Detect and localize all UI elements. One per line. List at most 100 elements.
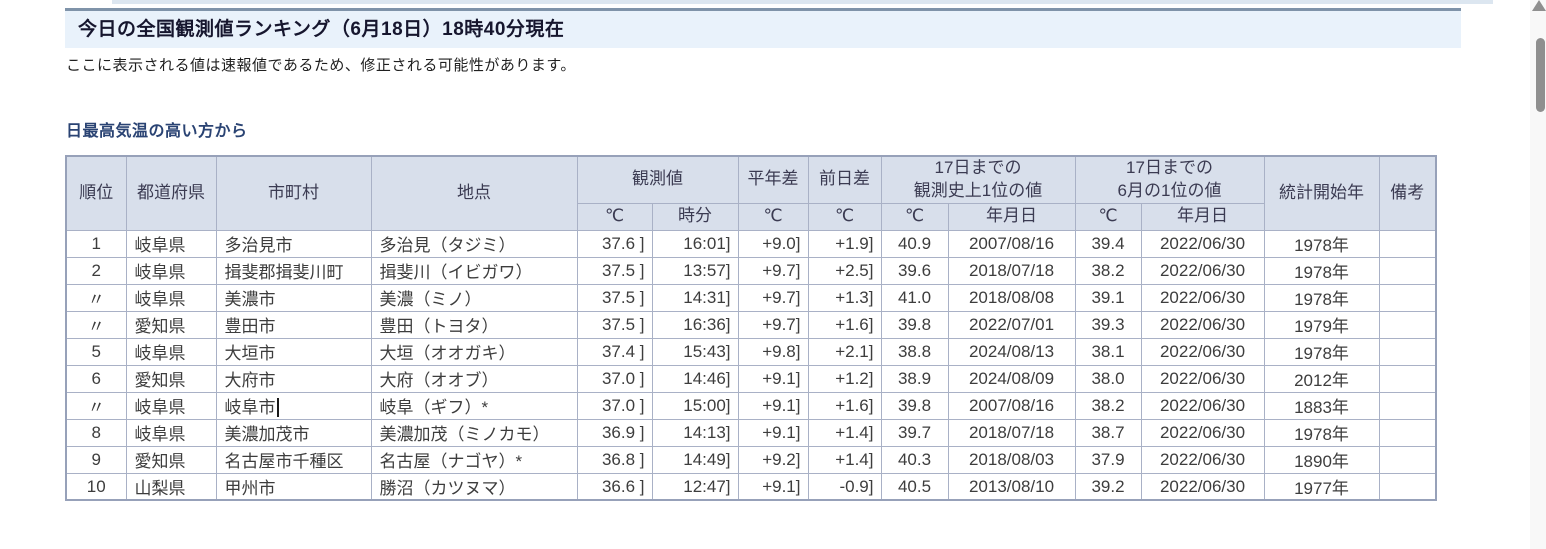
cell-prefecture: 愛知県 bbox=[125, 445, 217, 474]
cell-municipality: 岐阜市 bbox=[215, 391, 372, 420]
cell-rank: 〃 bbox=[65, 391, 127, 420]
cell-remarks bbox=[1378, 256, 1437, 285]
cell-rank: 8 bbox=[65, 418, 127, 447]
cell-stats-start: 1978年 bbox=[1263, 283, 1380, 312]
cell-temp: 36.6 ] bbox=[576, 472, 653, 501]
cell-prefecture: 岐阜県 bbox=[125, 337, 217, 366]
cell-temp: 37.5 ] bbox=[576, 310, 653, 339]
cell-june-date: 2022/06/30 bbox=[1140, 418, 1265, 447]
cell-june-temp: 38.0 bbox=[1074, 364, 1142, 393]
ranking-table: 順位 都道府県 市町村 地点 観測値 平年差 前日差 17日までの 観測史上1位の… bbox=[65, 155, 1438, 502]
cell-june-temp: 39.1 bbox=[1074, 283, 1142, 312]
section-heading: 日最高気温の高い方から bbox=[66, 123, 248, 140]
unit-record-date: 年月日 bbox=[947, 202, 1076, 231]
table-row: 〃 岐阜県 岐阜市 岐阜（ギフ）* 37.0 ] 15:00] +9.1] +1… bbox=[65, 391, 1437, 420]
page-title: 今日の全国観測値ランキング（6月18日）18時40分現在 bbox=[65, 8, 1461, 48]
cell-prefecture: 岐阜県 bbox=[125, 391, 217, 420]
cell-june-temp: 38.7 bbox=[1074, 418, 1142, 447]
header-observed: 観測値 bbox=[576, 155, 739, 204]
cell-station: 豊田（トヨタ） bbox=[370, 310, 578, 339]
cell-record-date: 2007/08/16 bbox=[947, 391, 1076, 420]
cell-normal-diff: +9.1] bbox=[737, 418, 809, 447]
top-partial-strip bbox=[112, 0, 1493, 4]
cell-record-temp: 40.9 bbox=[880, 229, 949, 258]
table-row: 1 岐阜県 多治見市 多治見（タジミ） 37.6 ] 16:01] +9.0] … bbox=[65, 229, 1437, 258]
cell-stats-start: 1978年 bbox=[1263, 256, 1380, 285]
cell-time: 14:13] bbox=[651, 418, 739, 447]
cell-june-date: 2022/06/30 bbox=[1140, 256, 1265, 285]
cell-normal-diff: +9.0] bbox=[737, 229, 809, 258]
cell-remarks bbox=[1378, 229, 1437, 258]
cell-record-date: 2018/08/08 bbox=[947, 283, 1076, 312]
cell-time: 14:49] bbox=[651, 445, 739, 474]
cell-june-date: 2022/06/30 bbox=[1140, 337, 1265, 366]
vertical-scrollbar[interactable] bbox=[1530, 0, 1546, 549]
cell-prev-diff: +1.4] bbox=[807, 418, 882, 447]
header-normal-diff: 平年差 bbox=[737, 155, 809, 204]
cell-stats-start: 2012年 bbox=[1263, 364, 1380, 393]
cell-record-temp: 40.3 bbox=[880, 445, 949, 474]
header-june-value: 17日までの 6月の1位の値 bbox=[1074, 155, 1265, 204]
cell-remarks bbox=[1378, 283, 1437, 312]
cell-stats-start: 1978年 bbox=[1263, 337, 1380, 366]
table-body: 1 岐阜県 多治見市 多治見（タジミ） 37.6 ] 16:01] +9.0] … bbox=[65, 229, 1437, 501]
cell-prefecture: 岐阜県 bbox=[125, 229, 217, 258]
text-caret bbox=[276, 397, 279, 417]
cell-time: 15:00] bbox=[651, 391, 739, 420]
cell-normal-diff: +9.1] bbox=[737, 472, 809, 501]
cell-june-temp: 39.3 bbox=[1074, 310, 1142, 339]
cell-station: 大垣（オオガキ） bbox=[370, 337, 578, 366]
cell-municipality: 大府市 bbox=[215, 364, 372, 393]
cell-record-date: 2018/07/18 bbox=[947, 256, 1076, 285]
header-june-line2: 6月の1位の値 bbox=[1117, 180, 1222, 200]
unit-normal-temp: ℃ bbox=[737, 202, 809, 231]
cell-record-date: 2024/08/13 bbox=[947, 337, 1076, 366]
cell-prev-diff: -0.9] bbox=[807, 472, 882, 501]
cell-remarks bbox=[1378, 364, 1437, 393]
header-record-value: 17日までの 観測史上1位の値 bbox=[880, 155, 1076, 204]
cell-prev-diff: +1.6] bbox=[807, 391, 882, 420]
cell-june-date: 2022/06/30 bbox=[1140, 445, 1265, 474]
header-record-line1: 17日までの bbox=[934, 158, 1022, 177]
cell-normal-diff: +9.1] bbox=[737, 364, 809, 393]
table-header: 順位 都道府県 市町村 地点 観測値 平年差 前日差 17日までの 観測史上1位の… bbox=[65, 155, 1437, 231]
cell-stats-start: 1978年 bbox=[1263, 418, 1380, 447]
cell-station: 大府（オオブ） bbox=[370, 364, 578, 393]
cell-temp: 37.5 ] bbox=[576, 283, 653, 312]
header-remarks: 備考 bbox=[1378, 155, 1437, 231]
cell-stats-start: 1978年 bbox=[1263, 229, 1380, 258]
cell-rank: 〃 bbox=[65, 310, 127, 339]
cell-time: 12:47] bbox=[651, 472, 739, 501]
scrollbar-thumb[interactable] bbox=[1536, 38, 1545, 112]
header-prev-day-diff: 前日差 bbox=[807, 155, 882, 204]
cell-temp: 37.6 ] bbox=[576, 229, 653, 258]
cell-municipality: 名古屋市千種区 bbox=[215, 445, 372, 474]
table-row: 8 岐阜県 美濃加茂市 美濃加茂（ミノカモ） 36.9 ] 14:13] +9.… bbox=[65, 418, 1437, 447]
cell-prefecture: 愛知県 bbox=[125, 310, 217, 339]
cell-june-temp: 38.1 bbox=[1074, 337, 1142, 366]
preliminary-notice: ここに表示される値は速報値であるため、修正される可能性があります。 bbox=[66, 57, 576, 74]
cell-station: 美濃加茂（ミノカモ） bbox=[370, 418, 578, 447]
cell-temp: 37.0 ] bbox=[576, 391, 653, 420]
cell-rank: 10 bbox=[65, 472, 127, 501]
cell-prefecture: 山梨県 bbox=[125, 472, 217, 501]
unit-prev-temp: ℃ bbox=[807, 202, 882, 231]
cell-record-date: 2007/08/16 bbox=[947, 229, 1076, 258]
cell-station: 岐阜（ギフ）* bbox=[370, 391, 578, 420]
scrollbar-up-arrow-icon[interactable] bbox=[1532, 0, 1546, 11]
cell-prev-diff: +2.5] bbox=[807, 256, 882, 285]
cell-june-temp: 38.2 bbox=[1074, 391, 1142, 420]
unit-june-temp: ℃ bbox=[1074, 202, 1142, 231]
cell-municipality: 豊田市 bbox=[215, 310, 372, 339]
cell-june-date: 2022/06/30 bbox=[1140, 472, 1265, 501]
table-row: 2 岐阜県 揖斐郡揖斐川町 揖斐川（イビガワ） 37.5 ] 13:57] +9… bbox=[65, 256, 1437, 285]
cell-temp: 37.0 ] bbox=[576, 364, 653, 393]
cell-municipality: 多治見市 bbox=[215, 229, 372, 258]
cell-temp: 36.8 ] bbox=[576, 445, 653, 474]
cell-time: 13:57] bbox=[651, 256, 739, 285]
header-stats-start: 統計開始年 bbox=[1263, 155, 1380, 231]
cell-rank: 2 bbox=[65, 256, 127, 285]
cell-remarks bbox=[1378, 472, 1437, 501]
cell-normal-diff: +9.2] bbox=[737, 445, 809, 474]
